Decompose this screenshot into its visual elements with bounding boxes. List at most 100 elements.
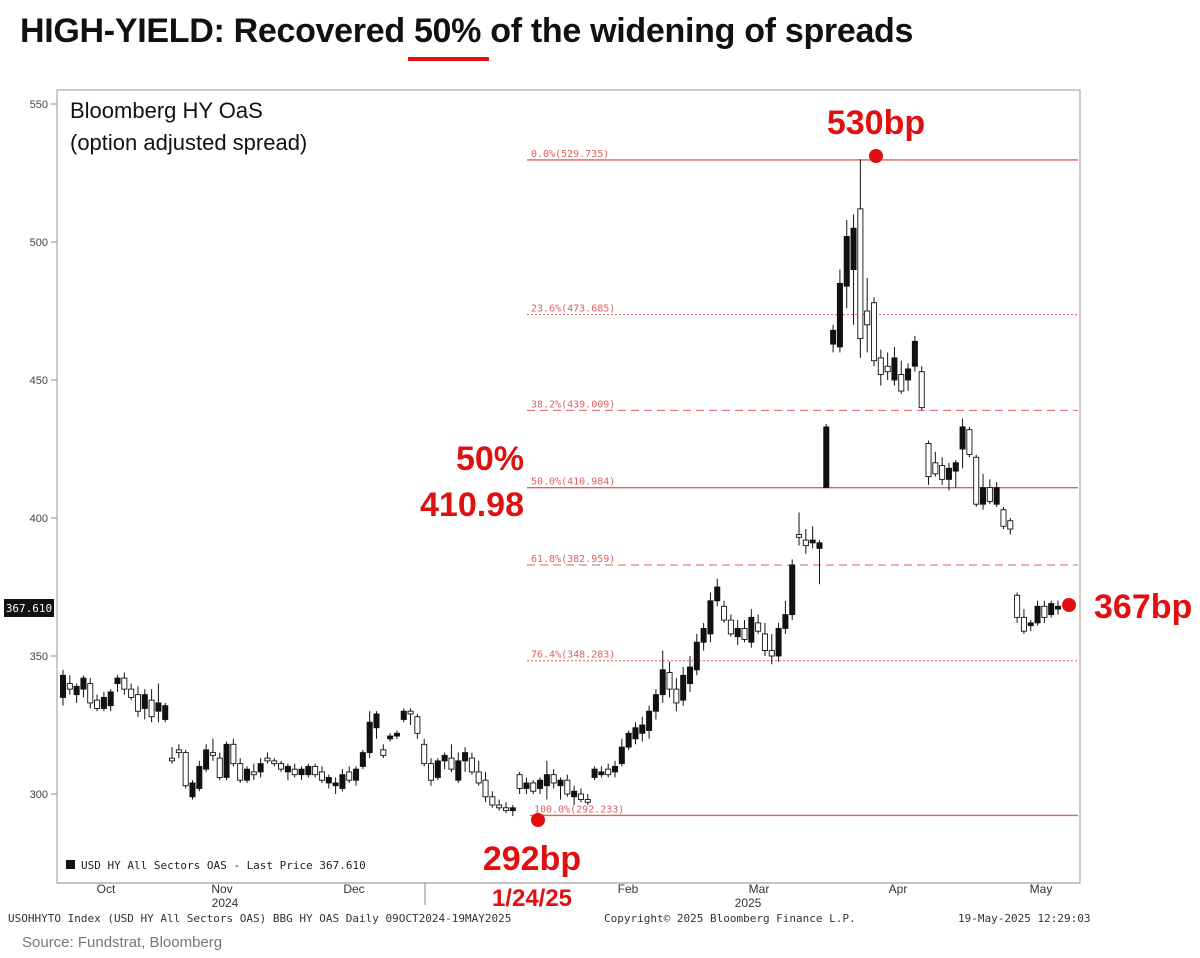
candle [475, 760, 482, 786]
candle [318, 766, 325, 783]
candle [509, 805, 516, 817]
candle-body [816, 542, 823, 549]
candle [612, 760, 619, 778]
candle-body [802, 539, 809, 547]
candle-body [141, 694, 148, 709]
candle [278, 760, 285, 772]
candle-body [169, 757, 176, 762]
candle-body [584, 799, 591, 803]
candle-body [216, 757, 223, 778]
candle [639, 716, 646, 742]
candle-body [250, 771, 257, 776]
x-tick-feb: Feb [618, 882, 639, 896]
candle-body [271, 760, 278, 765]
candle-body [666, 672, 673, 690]
candle [693, 633, 700, 676]
candle-body [830, 329, 837, 345]
candle-body [134, 694, 141, 712]
candle-body [836, 282, 843, 348]
fib-label: 0.0%(529.735) [531, 149, 609, 160]
candle [284, 763, 291, 781]
candle-body [244, 768, 251, 781]
candle [577, 788, 584, 803]
candle [407, 708, 414, 725]
candle-body [339, 774, 346, 789]
candle-body [823, 426, 830, 489]
candle-body [639, 724, 646, 734]
candle [911, 335, 918, 372]
candle-body [952, 462, 959, 472]
candle [141, 689, 148, 720]
y-tick-label: 300 [30, 789, 48, 801]
title-text-after: of the widening of spreads [481, 12, 914, 50]
candle [843, 219, 850, 309]
candle [748, 609, 755, 648]
candle [659, 650, 666, 703]
candle [134, 686, 141, 717]
legend-label: USD HY All Sectors OAS - Last Price 367.… [81, 859, 366, 872]
candle [680, 667, 687, 706]
candle-body [911, 340, 918, 367]
candle [707, 592, 714, 643]
candle [870, 297, 877, 367]
candle [366, 711, 373, 759]
candle-body [714, 586, 721, 602]
candle [489, 791, 496, 808]
candle [905, 363, 912, 392]
candle-body [577, 793, 584, 800]
candle-body [918, 371, 925, 409]
candle-body [475, 771, 482, 784]
candle-body [734, 627, 741, 638]
candle [986, 479, 993, 505]
candle-body [94, 699, 101, 709]
candle [87, 678, 94, 709]
candle-body [155, 702, 162, 712]
candle [802, 529, 809, 554]
candle [114, 675, 121, 692]
candle-body [932, 462, 939, 475]
x-axis: Oct Nov Dec Feb Mar Apr May 2024 2025 [57, 882, 1080, 910]
candle [393, 730, 400, 739]
candle [877, 349, 884, 386]
candle-body [407, 710, 414, 715]
chart-subtitle: (option adjusted spread) [70, 130, 307, 155]
candle [387, 733, 394, 742]
candle [373, 711, 380, 739]
candle [1054, 600, 1062, 615]
candle [189, 780, 196, 800]
candle [727, 614, 734, 637]
candle [768, 633, 775, 665]
y-tick-label: 500 [30, 237, 48, 249]
candle [973, 454, 980, 507]
candle-body [278, 763, 285, 770]
candle [564, 774, 571, 797]
x-tick-apr: Apr [889, 882, 908, 896]
candle-body [434, 760, 441, 778]
candle-body [905, 368, 912, 381]
candle [530, 780, 537, 794]
candle-body [686, 666, 693, 685]
candle [502, 802, 509, 814]
candle-body [925, 443, 932, 478]
candle [359, 749, 366, 770]
candle-body [680, 674, 687, 701]
candle [591, 766, 598, 781]
candle-body [318, 771, 325, 781]
candle [250, 763, 257, 781]
candle [782, 600, 789, 634]
fib-label: 61.8%(382.959) [531, 554, 615, 565]
candle [823, 424, 830, 489]
candle-body [516, 774, 523, 789]
candle-body [100, 696, 107, 709]
candle-body [768, 650, 775, 657]
trough-date-label: 1/24/25 [492, 885, 572, 912]
x-tick-oct: Oct [97, 882, 116, 896]
candle [80, 675, 87, 698]
candle [1014, 592, 1021, 623]
candle-body [400, 710, 407, 720]
page-title: HIGH-YIELD: Recovered 50% of the widenin… [20, 12, 914, 61]
footer-timestamp: 19-May-2025 12:29:03 [958, 912, 1091, 925]
candle [816, 540, 823, 585]
candle [945, 462, 952, 491]
last-price-tag [4, 599, 54, 617]
